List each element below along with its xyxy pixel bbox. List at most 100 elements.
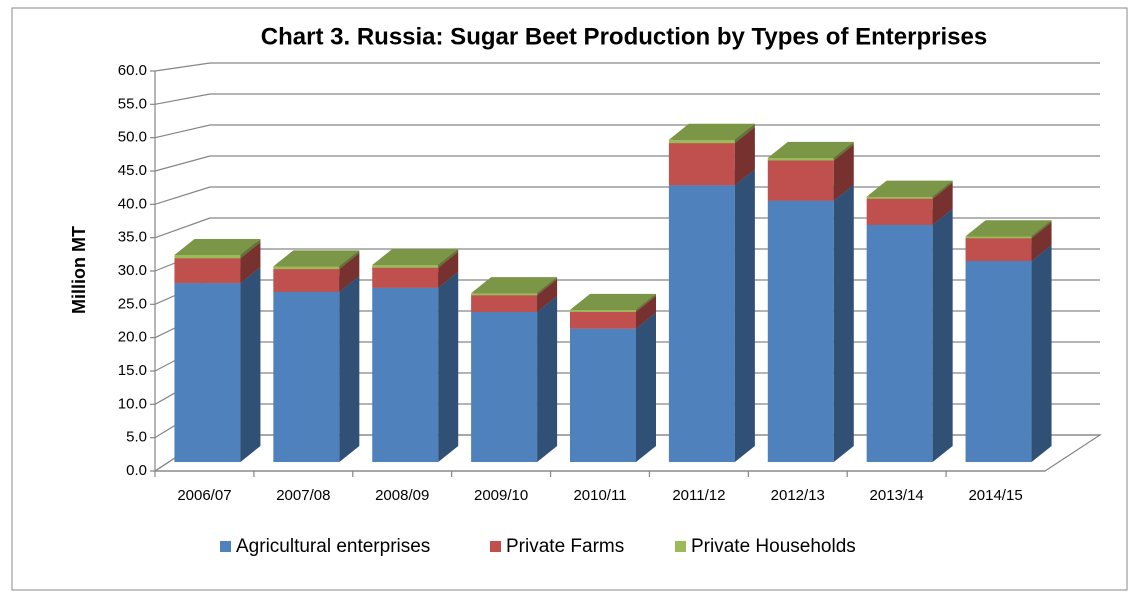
bar-front	[471, 293, 538, 296]
y-tick-label: 25.0	[118, 295, 147, 312]
bar-side	[734, 127, 755, 186]
y-tick-label: 10.0	[118, 395, 147, 412]
bar-top	[570, 293, 656, 310]
bar-front	[866, 224, 933, 462]
grid-line	[154, 155, 211, 172]
bar-top	[174, 238, 261, 255]
bar-side	[636, 295, 656, 329]
bar-top	[372, 249, 459, 266]
x-tick-label: 2006/07	[177, 487, 231, 504]
y-tick-label: 60.0	[118, 62, 147, 79]
bar-side	[734, 123, 755, 144]
bar-front	[866, 196, 933, 199]
bar-front	[372, 267, 439, 288]
y-tick-label: 45.0	[118, 162, 147, 179]
bar-side	[1031, 222, 1052, 261]
bar-segment	[372, 249, 459, 268]
bar-front	[668, 139, 735, 144]
bar-front	[570, 311, 636, 329]
x-tick-label: 2011/12	[672, 487, 725, 504]
y-tick-label: 55.0	[118, 95, 147, 112]
x-tick-label: 2010/11	[573, 487, 626, 504]
bar-front	[273, 291, 340, 462]
bar-top	[471, 277, 558, 294]
bar-side	[537, 295, 558, 462]
grid-line	[154, 186, 211, 205]
bar-front	[866, 198, 933, 225]
legend-label: Private Households	[691, 536, 856, 557]
legend-swatch	[675, 541, 686, 552]
bar-front	[767, 160, 834, 201]
y-tick-label: 15.0	[118, 362, 147, 379]
bar-front	[570, 328, 636, 462]
bar-top	[273, 250, 360, 267]
bar-segment	[965, 245, 1052, 462]
bar-segment	[273, 275, 360, 462]
bar-side	[833, 184, 854, 462]
title-background	[205, 18, 1040, 56]
grid-line	[154, 62, 211, 72]
bar-segment	[668, 123, 755, 144]
legend-label: Agricultural enterprises	[236, 536, 430, 557]
bar-side	[240, 238, 261, 259]
bar-side	[240, 267, 261, 462]
legend-label: Private Farms	[506, 536, 624, 557]
y-tick-label: 30.0	[118, 262, 147, 279]
grid-line	[154, 124, 211, 139]
bar-side	[734, 169, 755, 463]
bar-front	[767, 200, 834, 462]
bar-front	[570, 309, 636, 312]
bar-side	[339, 275, 360, 462]
bar-front	[174, 258, 241, 284]
bar-segment	[174, 267, 261, 462]
bar-top	[668, 123, 755, 140]
bar-segment	[570, 293, 656, 312]
bar-top	[965, 220, 1052, 237]
bar-side	[339, 253, 360, 292]
x-tick-label: 2009/10	[474, 487, 528, 504]
bar-front	[965, 261, 1032, 462]
bar-front	[174, 283, 241, 462]
x-tick-label: 2014/15	[968, 487, 1022, 504]
y-tick-label: 50.0	[118, 129, 147, 146]
x-tick-label: 2008/09	[375, 487, 429, 504]
legend-swatch	[220, 541, 231, 552]
bar-side	[537, 277, 558, 296]
y-tick-label: 0.0	[126, 462, 147, 479]
bar-segment	[273, 250, 360, 270]
bar-segment	[767, 141, 854, 161]
bar-segment	[174, 238, 261, 259]
bar-front	[767, 157, 834, 161]
y-axis-title: Million MT	[69, 226, 89, 314]
y-tick-label: 5.0	[126, 429, 147, 446]
bar-front	[273, 266, 340, 270]
bar-segment	[372, 271, 459, 462]
bar-segment	[570, 312, 656, 462]
bar-top	[767, 141, 854, 158]
bar-side	[438, 249, 459, 268]
bar-front	[174, 254, 241, 259]
grid-line	[154, 93, 211, 105]
bar-segment	[866, 208, 953, 462]
y-tick-label: 20.0	[118, 329, 147, 346]
legend-swatch	[490, 541, 501, 552]
chart-title: Chart 3. Russia: Sugar Beet Production b…	[261, 23, 987, 50]
bar-side	[537, 279, 558, 312]
bar-segment	[471, 295, 558, 462]
bar-side	[636, 293, 656, 312]
bar-front	[668, 143, 735, 186]
bar-side	[240, 242, 261, 284]
bar-side	[1031, 220, 1052, 239]
x-tick-label: 2007/08	[276, 487, 330, 504]
bar-segment	[471, 277, 558, 296]
bar-side	[932, 182, 953, 225]
bar-front	[372, 287, 439, 462]
bar-side	[932, 208, 953, 462]
bar-front	[273, 269, 340, 292]
bar-segment	[767, 184, 854, 462]
bar-side	[636, 312, 656, 462]
bar-front	[965, 238, 1032, 261]
bar-front	[471, 295, 538, 312]
bar-top	[866, 180, 953, 197]
